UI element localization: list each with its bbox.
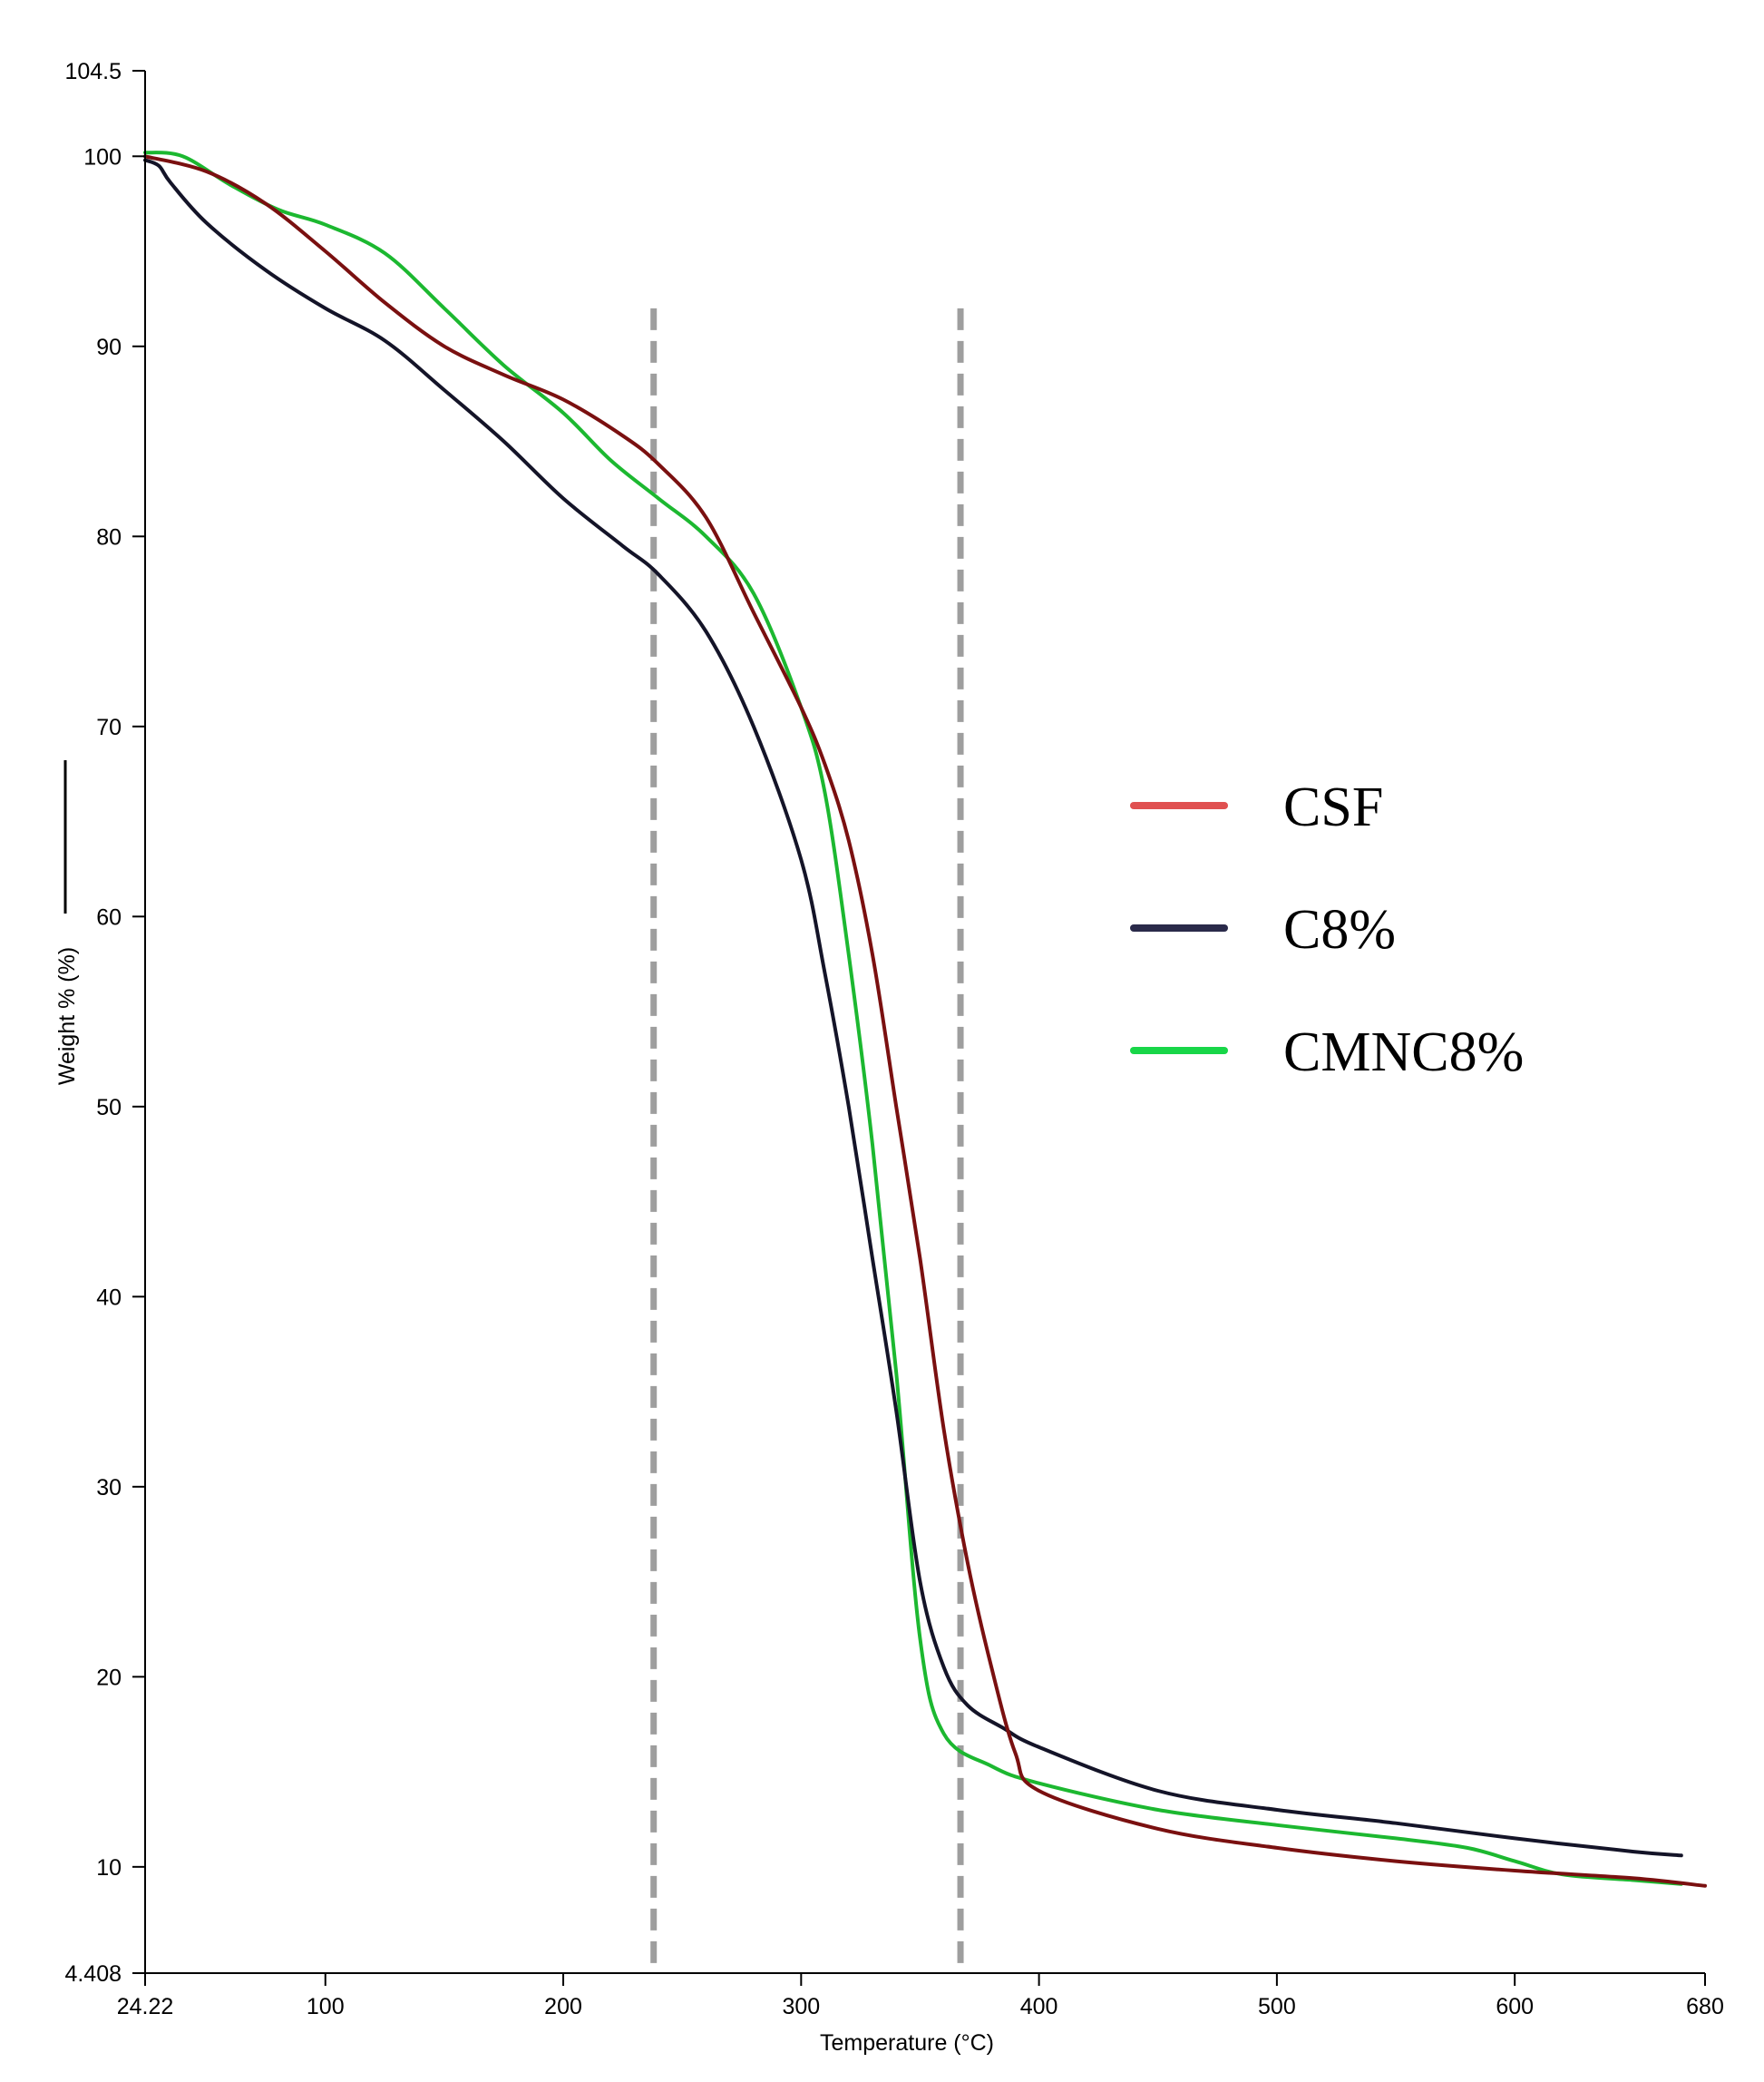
y-tick-label: 90 xyxy=(96,335,122,360)
x-tick-label: 500 xyxy=(1258,1994,1296,2019)
x-ticks: 24.22 100 200 300 400 500 600 680 xyxy=(117,1973,1724,2019)
y-tick-label: 60 xyxy=(96,904,122,930)
series-line-cmnc8 xyxy=(143,151,1683,1886)
x-tick-label: 680 xyxy=(1686,1994,1724,2019)
x-tick-label: 400 xyxy=(1020,1994,1058,2019)
y-tick-label: 10 xyxy=(96,1855,122,1881)
x-tick-label: 300 xyxy=(782,1994,820,2019)
axes xyxy=(144,71,1705,1974)
y-tick-label: 104.5 xyxy=(64,59,122,84)
legend: CSF C8% CMNC8% xyxy=(1130,777,1524,1083)
y-tick-label: 70 xyxy=(96,715,122,740)
series-line-csf xyxy=(143,154,1707,1888)
x-tick-label: 100 xyxy=(307,1994,345,2019)
x-tick-label: 24.22 xyxy=(117,1994,174,2019)
legend-label: C8% xyxy=(1283,899,1396,961)
series-line-c8 xyxy=(143,158,1683,1858)
x-axis-title: Temperature (°C) xyxy=(820,2030,994,2056)
legend-label: CSF xyxy=(1283,777,1383,838)
legend-item-cmnc8: CMNC8% xyxy=(1130,1021,1524,1083)
legend-item-c8: C8% xyxy=(1130,899,1396,961)
reference-lines xyxy=(650,308,964,1970)
y-tick-label: 20 xyxy=(96,1665,122,1690)
y-tick-label: 100 xyxy=(83,144,122,170)
y-tick-label: 80 xyxy=(96,524,122,550)
y-tick-label: 50 xyxy=(96,1095,122,1120)
y-tick-label: 30 xyxy=(96,1475,122,1500)
x-tick-label: 200 xyxy=(544,1994,582,2019)
y-axis-title: Weight % (%) xyxy=(54,947,80,1085)
y-tick-label: 4.408 xyxy=(64,1961,122,1987)
y-tick-label: 40 xyxy=(96,1285,122,1310)
y-ticks: 4.408 10 20 30 40 50 60 70 80 90 100 104.5 xyxy=(64,59,145,1987)
legend-item-csf: CSF xyxy=(1130,777,1383,838)
legend-label: CMNC8% xyxy=(1283,1021,1524,1083)
x-tick-label: 600 xyxy=(1496,1994,1534,2019)
series-lines xyxy=(143,151,1707,1888)
